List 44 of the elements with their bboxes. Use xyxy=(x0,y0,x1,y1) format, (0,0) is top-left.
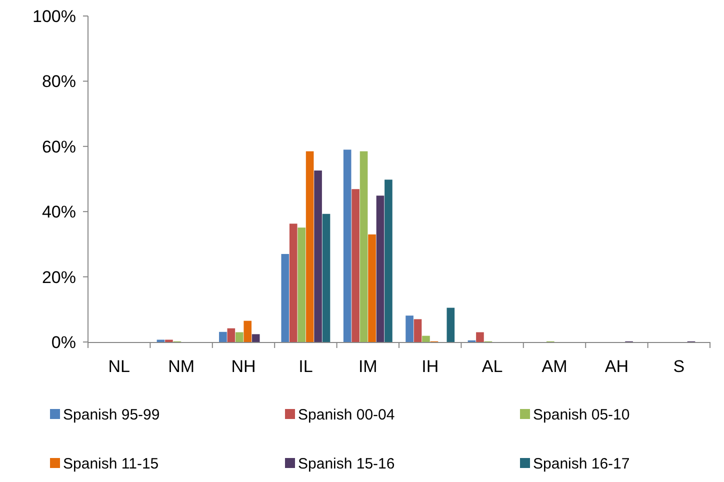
legend-label: Spanish 16-17 xyxy=(533,455,630,472)
bar xyxy=(446,308,455,342)
bar xyxy=(376,196,384,342)
x-tick-label: IM xyxy=(358,357,378,376)
legend-label: Spanish 15-16 xyxy=(298,455,395,472)
bar xyxy=(352,189,360,342)
bar xyxy=(322,214,330,342)
x-tick-label: NL xyxy=(108,357,130,376)
legend-label: Spanish 11-15 xyxy=(63,455,159,472)
bar xyxy=(244,320,252,342)
bar xyxy=(298,228,306,342)
x-tick-label: AL xyxy=(482,357,503,376)
x-tick-label: NM xyxy=(168,357,195,376)
legend-label: Spanish 00-04 xyxy=(298,406,395,424)
bar xyxy=(227,328,236,342)
bar xyxy=(219,332,227,342)
bar xyxy=(343,150,352,342)
bar xyxy=(281,254,290,342)
y-tick-label: 100% xyxy=(32,6,76,26)
x-tick-label: S xyxy=(673,357,685,376)
legend-label: Spanish 05-10 xyxy=(533,406,630,424)
x-tick-label: NH xyxy=(231,357,256,376)
bar xyxy=(414,319,422,342)
bar xyxy=(314,170,322,342)
y-tick-label: 0% xyxy=(51,332,76,352)
bar xyxy=(384,180,392,342)
y-tick-label: 60% xyxy=(42,137,76,156)
x-tick-label: IH xyxy=(422,357,439,376)
x-tick-label: AM xyxy=(542,357,568,376)
bar xyxy=(368,234,376,342)
x-tick-label: IL xyxy=(298,357,313,376)
bar xyxy=(422,336,430,342)
x-tick-label: AH xyxy=(604,357,629,376)
bar xyxy=(406,316,414,342)
bar xyxy=(476,332,484,342)
bar xyxy=(235,332,244,342)
y-tick-label: 80% xyxy=(42,72,76,92)
bar xyxy=(360,151,368,342)
y-tick-label: 40% xyxy=(42,202,76,222)
bar xyxy=(289,224,298,342)
y-tick-label: 20% xyxy=(42,268,76,287)
legend-label: Spanish 95-99 xyxy=(63,406,160,424)
bar xyxy=(306,151,314,342)
bar xyxy=(252,334,260,342)
